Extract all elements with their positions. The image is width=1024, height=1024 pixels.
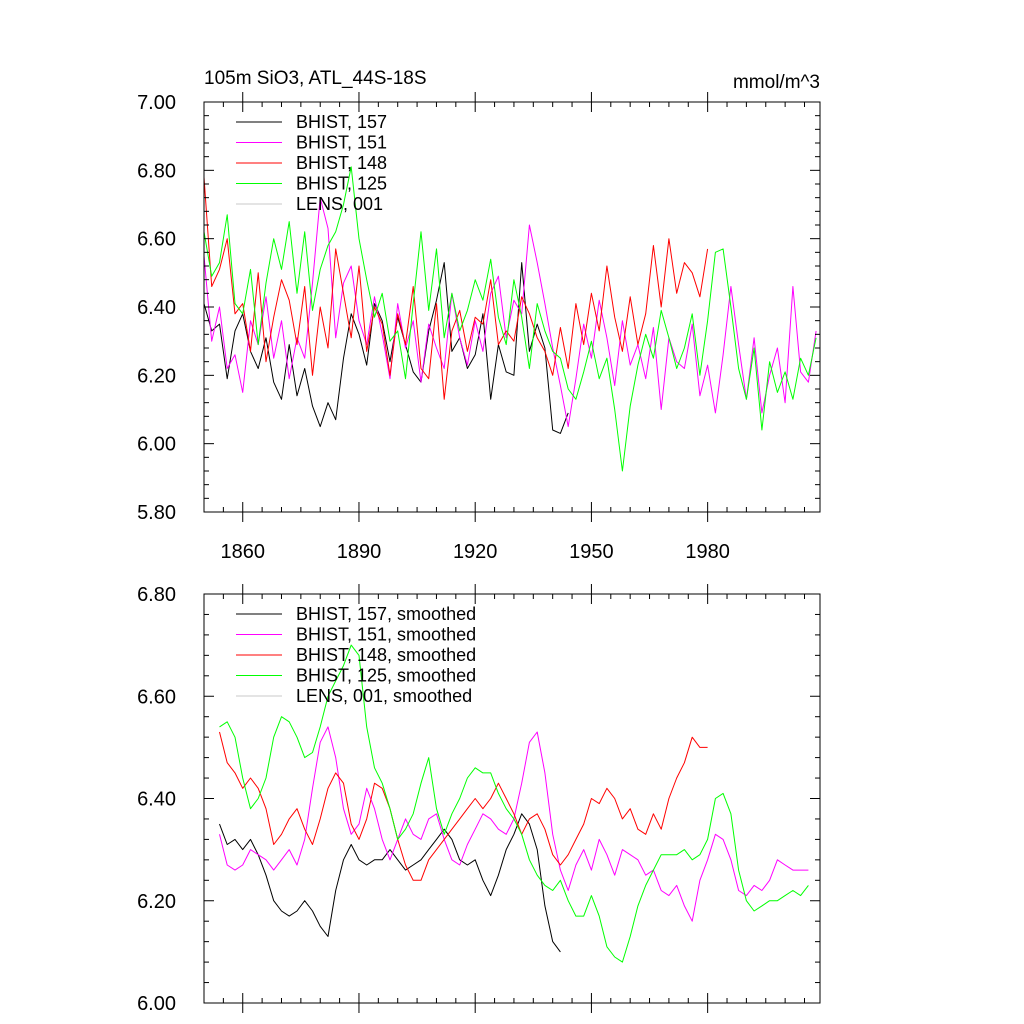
x-tick-label: 1920 [453, 541, 498, 563]
legend-label: BHIST, 125 [296, 174, 387, 194]
x-tick-label: 1890 [337, 541, 382, 563]
legend-label: BHIST, 157, smoothed [296, 604, 476, 624]
y-tick-label: 6.00 [137, 434, 176, 456]
units-label: mmol/m^3 [733, 72, 820, 93]
legend-label: BHIST, 151, smoothed [296, 625, 476, 645]
series-line-2 [219, 731, 708, 881]
y-tick-label: 6.80 [137, 584, 176, 606]
y-tick-label: 6.00 [137, 993, 176, 1015]
legend-label: BHIST, 148 [296, 153, 387, 173]
top-panel: 105m SiO3, ATL_44S-18S mmol/m^3 1860 1890 19… [137, 68, 821, 563]
series-line-3 [204, 166, 817, 472]
legend-label: BHIST, 151 [296, 133, 387, 153]
y-tick-label: 6.60 [137, 229, 176, 251]
y-tick-label: 6.40 [137, 789, 176, 811]
x-tick-label: 1860 [220, 541, 265, 563]
legend-label: LENS, 001 [296, 194, 383, 214]
series-lines [219, 644, 809, 963]
series-line-1 [204, 197, 817, 428]
series-line-0 [219, 813, 561, 953]
y-tick-label: 6.60 [137, 686, 176, 708]
y-tick-label: 6.20 [137, 891, 176, 913]
series-line-3 [219, 644, 809, 963]
legend-label: BHIST, 125, smoothed [296, 666, 476, 686]
bottom-panel: 6.00 6.20 6.40 6.60 6.80 BHIST, 157, smoothed… [137, 584, 821, 1015]
chart-title: 105m SiO3, ATL_44S-18S [204, 68, 427, 89]
x-tick-label: 1950 [569, 541, 614, 563]
x-tick-label: 1980 [685, 541, 730, 563]
series-lines [204, 166, 817, 472]
y-tick-label: 5.80 [137, 502, 176, 524]
legend-label: LENS, 001, smoothed [296, 686, 472, 706]
y-tick-label: 6.20 [137, 365, 176, 387]
y-tick-label: 7.00 [137, 92, 176, 114]
series-line-2 [204, 177, 709, 400]
legend-label: BHIST, 157 [296, 112, 387, 132]
y-tick-label: 6.80 [137, 160, 176, 182]
y-tick-label: 6.40 [137, 297, 176, 319]
legend-label: BHIST, 148, smoothed [296, 645, 476, 665]
